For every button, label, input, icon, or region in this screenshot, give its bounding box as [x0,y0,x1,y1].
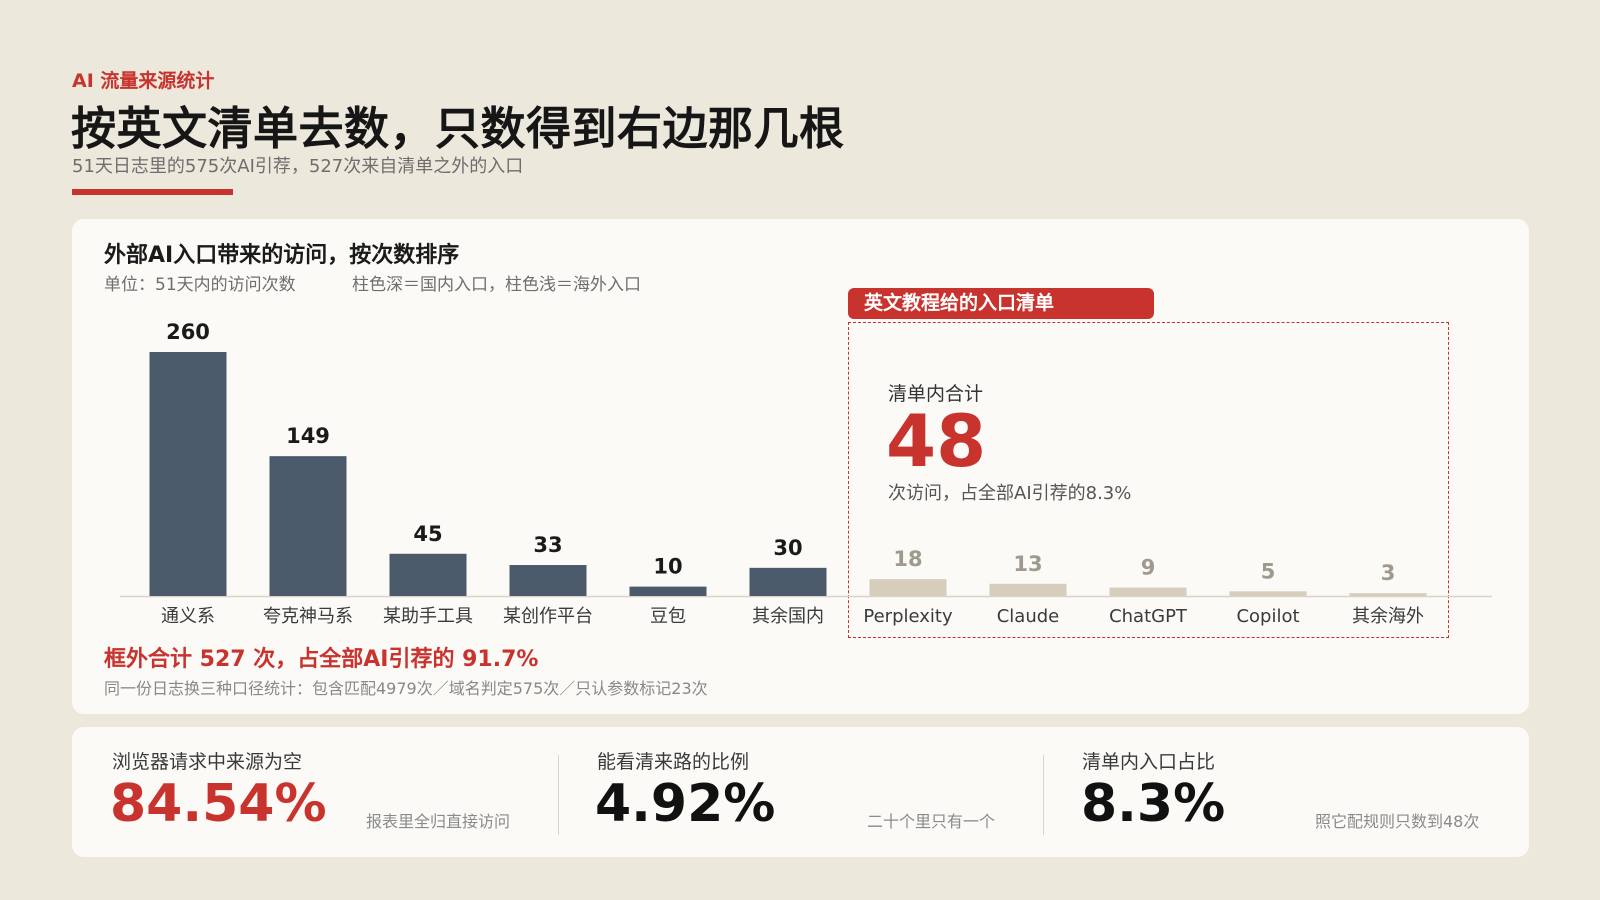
bar-value-label: 10 [653,555,682,579]
category-tick-label: Claude [997,606,1060,627]
chart-title: 外部AI入口带来的访问，按次数排序 [104,243,460,268]
category-tick-label: 某助手工具 [383,606,473,627]
bar-value-label: 30 [773,536,802,560]
bar-domestic [389,553,467,596]
bar-value-label: 45 [413,522,442,546]
bar-domestic [749,567,827,596]
bar-value-label: 3 [1381,561,1396,585]
callout-dashed-box [848,322,1449,638]
chart-color-legend: 柱色深＝国内入口，柱色浅＝海外入口 [352,275,641,295]
stat-label: 浏览器请求中来源为空 [112,751,303,773]
category-tick-label: Perplexity [863,606,953,627]
bar-value-label: 9 [1141,556,1156,580]
stat-note: 报表里全归直接访问 [366,812,511,831]
bar-domestic [149,352,227,596]
inlist-total-label: 清单内合计 [888,383,984,405]
category-tick-label: 其余海外 [1352,606,1424,627]
bar-value-label: 5 [1261,559,1276,583]
category-tick-label: Copilot [1236,606,1299,627]
stat-note: 二十个里只有一个 [867,812,996,831]
callout-tag: 英文教程给的入口清单 [848,288,1154,319]
page-title: 按英文清单去数，只数得到右边那几根 [71,102,845,155]
chart-unit-note: 单位：51天内的访问次数 [104,275,296,295]
eyebrow-label: AI 流量来源统计 [72,70,215,92]
inlist-total-value: 48 [886,399,987,483]
bar-overseas [1349,593,1427,596]
category-tick-label: 某创作平台 [503,606,593,627]
category-tick-label: 其余国内 [752,606,824,627]
stat-value: 8.3% [1081,774,1226,834]
bar-domestic [509,565,587,596]
stat-empty-referrer: 浏览器请求中来源为空 84.54% 报表里全归直接访问 [0,727,560,857]
category-tick-label: ChatGPT [1109,606,1188,627]
bar-overseas [989,583,1067,596]
stat-inlist-share: 清单内入口占比 8.3% 照它配规则只数到48次 [0,727,1529,857]
category-tick-label: 豆包 [650,606,686,627]
bar-domestic [629,586,707,596]
bar-domestic [269,456,347,596]
stat-label: 清单内入口占比 [1082,751,1216,773]
stat-divider [558,755,559,835]
stat-value: 84.54% [110,774,327,834]
bar-overseas [1229,591,1307,596]
bar-value-label: 18 [893,547,922,571]
outside-total-callout: 框外合计 527 次，占全部AI引荐的 91.7% [104,647,539,672]
category-tick-label: 通义系 [161,606,215,627]
bar-value-label: 13 [1013,552,1042,576]
stats-panel [72,727,1529,857]
page-subtitle: 51天日志里的575次AI引荐，527次来自清单之外的入口 [72,156,524,177]
bar-overseas [869,579,947,596]
title-accent-rule [72,189,233,195]
bar-value-label: 149 [286,424,330,448]
stat-visible-source: 能看清来路的比例 4.92% 二十个里只有一个 [0,727,1040,857]
stat-divider [1043,755,1044,835]
stat-note: 照它配规则只数到48次 [1315,812,1480,831]
bar-overseas [1109,587,1187,596]
method-note: 同一份日志换三种口径统计：包含匹配4979次／域名判定575次／只认参数标记23… [104,679,708,698]
stat-value: 4.92% [595,774,776,834]
inlist-total-note: 次访问，占全部AI引荐的8.3% [888,483,1132,504]
bar-value-label: 260 [166,320,210,344]
category-tick-label: 夸克神马系 [263,606,353,627]
stat-label: 能看清来路的比例 [597,751,750,773]
bar-value-label: 33 [533,533,562,557]
